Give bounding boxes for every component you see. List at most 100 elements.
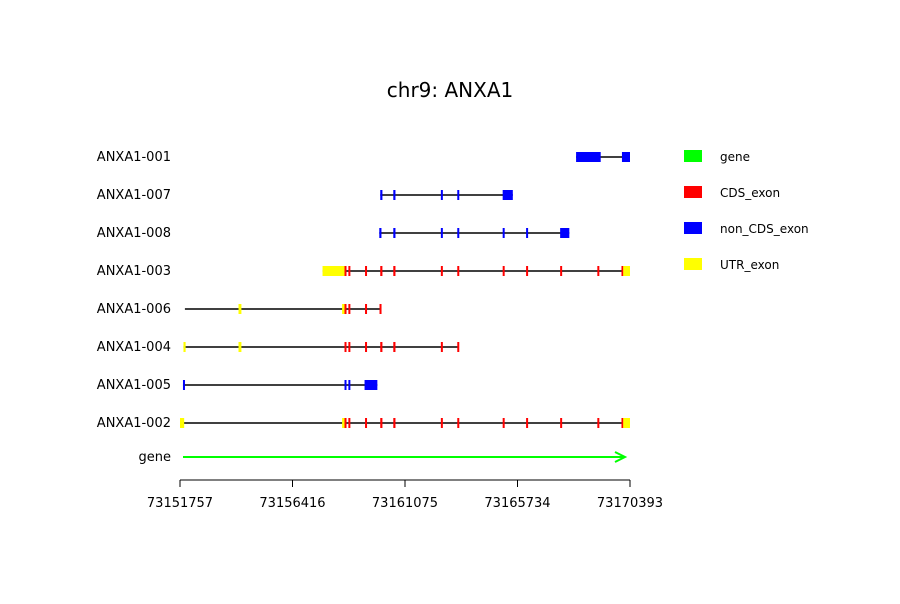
cds-exon-block bbox=[526, 266, 529, 276]
cds-exon-block bbox=[365, 418, 368, 428]
cds-exon-block bbox=[348, 418, 351, 428]
x-tick-label: 73151757 bbox=[147, 496, 213, 511]
transcript-row: ANXA1-003 bbox=[97, 264, 630, 279]
cds-exon-block bbox=[380, 342, 383, 352]
non-cds-exon-block bbox=[348, 380, 351, 390]
cds-exon-block bbox=[344, 304, 347, 314]
non-cds-exon-block bbox=[560, 228, 570, 238]
transcript-row: ANXA1-004 bbox=[97, 340, 460, 355]
cds-exon-block bbox=[440, 342, 443, 352]
non-cds-exon-block bbox=[440, 190, 443, 200]
non-cds-exon-block bbox=[380, 190, 383, 200]
cds-exon-block bbox=[621, 418, 624, 428]
legend-swatch bbox=[684, 186, 702, 198]
transcript-row: ANXA1-001 bbox=[97, 150, 630, 165]
transcript-label: ANXA1-007 bbox=[97, 188, 171, 203]
cds-exon-block bbox=[457, 418, 460, 428]
legend-label: UTR_exon bbox=[720, 258, 779, 272]
cds-exon-block bbox=[440, 266, 443, 276]
cds-exon-block bbox=[560, 266, 563, 276]
transcript-label: ANXA1-003 bbox=[97, 264, 171, 279]
transcript-row: ANXA1-002 bbox=[97, 416, 630, 431]
utr-exon-block bbox=[623, 418, 630, 428]
legend-swatch bbox=[684, 150, 702, 162]
non-cds-exon-block bbox=[502, 190, 513, 200]
gene-track: gene bbox=[139, 450, 628, 465]
cds-exon-block bbox=[365, 304, 368, 314]
utr-exon-block bbox=[342, 418, 345, 428]
cds-exon-block bbox=[379, 304, 382, 314]
legend-item: non_CDS_exon bbox=[684, 222, 809, 236]
cds-exon-block bbox=[393, 418, 396, 428]
cds-exon-block bbox=[344, 418, 347, 428]
non-cds-exon-block bbox=[393, 190, 396, 200]
non-cds-exon-block bbox=[457, 190, 460, 200]
legend-label: non_CDS_exon bbox=[720, 222, 809, 236]
cds-exon-block bbox=[393, 342, 396, 352]
chart-title: chr9: ANXA1 bbox=[386, 78, 514, 102]
cds-exon-block bbox=[348, 304, 351, 314]
non-cds-exon-block bbox=[526, 228, 529, 238]
non-cds-exon-block bbox=[440, 228, 443, 238]
legend-item: CDS_exon bbox=[684, 186, 780, 200]
cds-exon-block bbox=[365, 266, 368, 276]
gene-direction-arrow bbox=[614, 451, 628, 463]
non-cds-exon-block bbox=[576, 152, 601, 162]
non-cds-exon-block bbox=[182, 380, 185, 390]
transcript-row: ANXA1-007 bbox=[97, 188, 513, 203]
x-tick-label: 73161075 bbox=[372, 496, 438, 511]
cds-exon-block bbox=[348, 342, 351, 352]
cds-exon-block bbox=[380, 418, 383, 428]
cds-exon-block bbox=[344, 342, 347, 352]
legend-swatch bbox=[684, 258, 702, 270]
utr-exon-block bbox=[180, 418, 185, 428]
transcript-row: ANXA1-005 bbox=[97, 378, 378, 393]
legend-label: CDS_exon bbox=[720, 186, 780, 200]
cds-exon-block bbox=[380, 266, 383, 276]
x-tick-label: 73156416 bbox=[259, 496, 325, 511]
cds-exon-block bbox=[440, 418, 443, 428]
cds-exon-block bbox=[348, 266, 351, 276]
utr-exon-block bbox=[342, 304, 345, 314]
utr-exon-block bbox=[322, 266, 345, 276]
non-cds-exon-block bbox=[621, 152, 630, 162]
cds-exon-block bbox=[560, 418, 563, 428]
transcript-label: ANXA1-005 bbox=[97, 378, 171, 393]
utr-exon-block bbox=[238, 304, 242, 314]
transcript-label: ANXA1-004 bbox=[97, 340, 171, 355]
cds-exon-block bbox=[502, 418, 505, 428]
non-cds-exon-block bbox=[344, 380, 347, 390]
non-cds-exon-block bbox=[502, 228, 505, 238]
cds-exon-block bbox=[393, 266, 396, 276]
cds-exon-block bbox=[502, 266, 505, 276]
transcript-label: ANXA1-008 bbox=[97, 226, 171, 241]
x-tick-label: 73170393 bbox=[597, 496, 663, 511]
transcript-label: ANXA1-002 bbox=[97, 416, 171, 431]
legend-swatch bbox=[684, 222, 702, 234]
legend-label: gene bbox=[720, 150, 750, 164]
cds-exon-block bbox=[621, 266, 624, 276]
transcript-row: ANXA1-008 bbox=[97, 226, 570, 241]
cds-exon-block bbox=[365, 342, 368, 352]
non-cds-exon-block bbox=[379, 228, 382, 238]
cds-exon-block bbox=[597, 418, 600, 428]
non-cds-exon-block bbox=[393, 228, 396, 238]
cds-exon-block bbox=[457, 266, 460, 276]
cds-exon-block bbox=[344, 266, 347, 276]
cds-exon-block bbox=[597, 266, 600, 276]
x-tick-label: 73165734 bbox=[484, 496, 550, 511]
legend-item: gene bbox=[684, 150, 750, 164]
x-axis: 73151757 73156416 73161075 73165734 73170393 bbox=[147, 479, 663, 511]
legend: gene CDS_exon non_CDS_exon UTR_exon bbox=[684, 150, 809, 272]
gene-track-label: gene bbox=[139, 450, 172, 465]
utr-exon-block bbox=[238, 342, 242, 352]
transcript-label: ANXA1-006 bbox=[97, 302, 171, 317]
cds-exon-block bbox=[457, 342, 460, 352]
cds-exon-block bbox=[526, 418, 529, 428]
transcript-row: ANXA1-006 bbox=[97, 302, 382, 317]
non-cds-exon-block bbox=[457, 228, 460, 238]
utr-exon-block bbox=[623, 266, 630, 276]
transcript-rows: ANXA1-001 ANXA1-007 ANXA1-008 ANXA1-003 ANXA… bbox=[97, 150, 630, 431]
